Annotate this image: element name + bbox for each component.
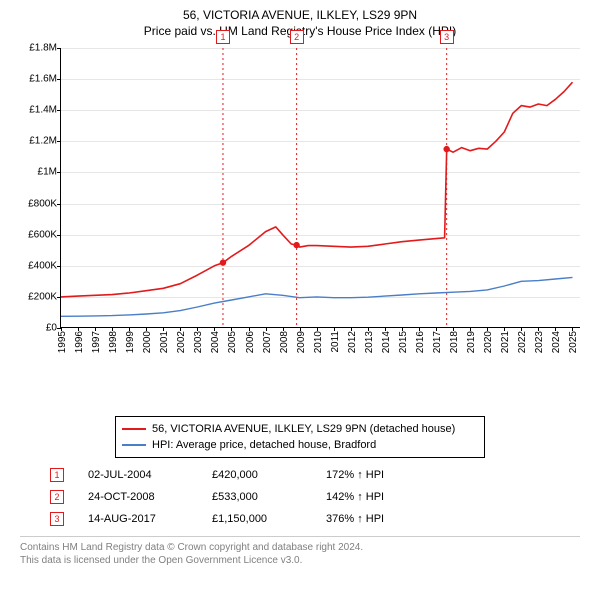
xtick-label: 2006 [245,331,256,353]
xtick-label: 2007 [262,331,273,353]
ytick-label: £1.6M [29,74,57,85]
ytick-label: £1.8M [29,43,57,54]
legend-swatch-property [122,428,146,430]
xtick-label: 2008 [279,331,290,353]
xtick-label: 2020 [483,331,494,353]
transaction-pct: 172% ↑ HPI [326,469,426,481]
ytick-label: £1.2M [29,136,57,147]
chart-container: 56, VICTORIA AVENUE, ILKLEY, LS29 9PN Pr… [0,0,600,575]
transaction-date: 02-JUL-2004 [88,469,188,481]
transaction-price: £1,150,000 [212,513,302,525]
transaction-dot [293,242,299,248]
xtick-label: 2001 [159,331,170,353]
xtick-label: 2013 [364,331,375,353]
xtick-label: 2003 [193,331,204,353]
xtick-label: 1995 [57,331,68,353]
footer-line1: Contains HM Land Registry data © Crown c… [20,541,580,554]
title-address: 56, VICTORIA AVENUE, ILKLEY, LS29 9PN [10,8,590,22]
transaction-dot [220,259,226,265]
xtick-label: 1996 [74,331,85,353]
xtick-label: 2023 [534,331,545,353]
legend: 56, VICTORIA AVENUE, ILKLEY, LS29 9PN (d… [115,416,485,458]
xtick-label: 2002 [176,331,187,353]
xtick-label: 2017 [432,331,443,353]
legend-label-hpi: HPI: Average price, detached house, Brad… [152,439,376,451]
xtick-label: 2011 [330,331,341,353]
transaction-marker-3: 3 [50,512,64,526]
chart-svg [61,48,581,328]
ytick-label: £0 [46,323,57,334]
transaction-marker: 2 [290,30,304,44]
legend-swatch-hpi [122,444,146,446]
transaction-marker: 1 [216,30,230,44]
xtick-label: 2004 [210,331,221,353]
xtick-label: 2016 [415,331,426,353]
xtick-label: 2014 [381,331,392,353]
ytick-label: £400K [28,260,57,271]
xtick-label: 1997 [91,331,102,353]
ytick-label: £800K [28,198,57,209]
xtick-label: 2000 [142,331,153,353]
xtick-label: 1998 [108,331,119,353]
transaction-marker-1: 1 [50,468,64,482]
xtick-label: 2015 [398,331,409,353]
transaction-date: 24-OCT-2008 [88,491,188,503]
xtick-label: 2024 [551,331,562,353]
xtick-label: 2005 [227,331,238,353]
legend-row-hpi: HPI: Average price, detached house, Brad… [122,437,478,453]
legend-label-property: 56, VICTORIA AVENUE, ILKLEY, LS29 9PN (d… [152,423,455,435]
table-row: 2 24-OCT-2008 £533,000 142% ↑ HPI [50,486,550,508]
plot-area: £0£200K£400K£600K£800K£1M£1.2M£1.4M£1.6M… [60,48,580,328]
series-hpi [61,277,573,316]
table-row: 3 14-AUG-2017 £1,150,000 376% ↑ HPI [50,508,550,530]
transaction-price: £533,000 [212,491,302,503]
transaction-date: 14-AUG-2017 [88,513,188,525]
footer: Contains HM Land Registry data © Crown c… [20,536,580,567]
ytick-label: £1M [38,167,57,178]
transaction-marker-2: 2 [50,490,64,504]
xtick-label: 2012 [347,331,358,353]
table-row: 1 02-JUL-2004 £420,000 172% ↑ HPI [50,464,550,486]
xtick-label: 2009 [296,331,307,353]
legend-row-property: 56, VICTORIA AVENUE, ILKLEY, LS29 9PN (d… [122,421,478,437]
xtick-label: 2025 [568,331,579,353]
xtick-label: 2018 [449,331,460,353]
transaction-pct: 142% ↑ HPI [326,491,426,503]
ytick-label: £600K [28,229,57,240]
transactions-table: 1 02-JUL-2004 £420,000 172% ↑ HPI 2 24-O… [50,464,550,530]
xtick-label: 2010 [313,331,324,353]
chart: £0 £200K £400K £600K £800K £1M £1.2M £1.4M £1.6M… [10,44,590,374]
ytick-label: £1.4M [29,105,57,116]
transaction-dot [443,146,449,152]
transaction-marker: 3 [440,30,454,44]
xtick-label: 2019 [466,331,477,353]
transaction-price: £420,000 [212,469,302,481]
series-property [61,82,573,297]
ytick-label: £200K [28,291,57,302]
footer-line2: This data is licensed under the Open Gov… [20,554,580,567]
xtick-label: 2022 [517,331,528,353]
xtick-label: 1999 [125,331,136,353]
transaction-pct: 376% ↑ HPI [326,513,426,525]
xtick-label: 2021 [500,331,511,353]
